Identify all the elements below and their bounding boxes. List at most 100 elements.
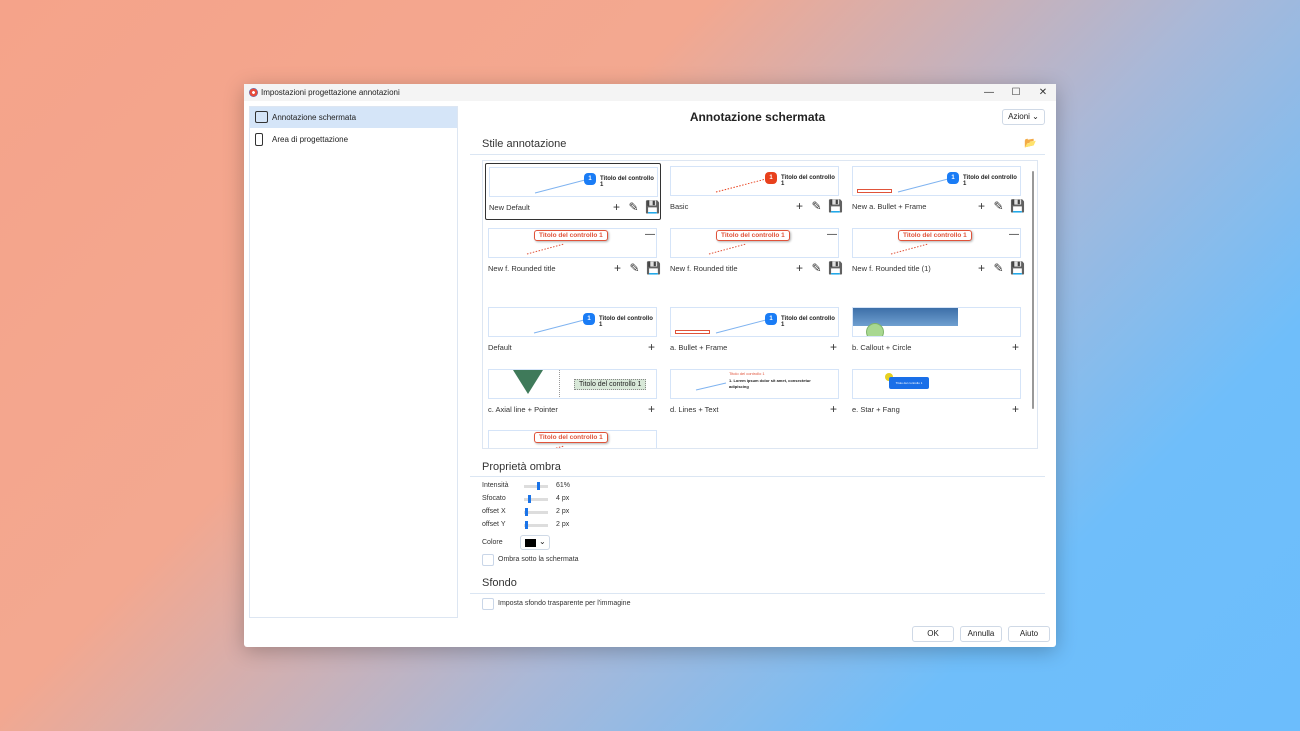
maximize-button[interactable]: ☐ (1011, 87, 1021, 98)
save-icon[interactable]: 💾 (828, 261, 843, 275)
add-icon[interactable]: + (977, 261, 985, 275)
color-picker[interactable]: ⌄ (520, 535, 550, 550)
shadow-slider[interactable] (524, 482, 548, 490)
slider-thumb[interactable] (536, 482, 540, 490)
save-icon[interactable]: 💾 (1010, 261, 1025, 275)
add-icon[interactable]: + (795, 199, 803, 213)
card-actions: + ✎ 💾 (794, 261, 843, 275)
ok-button[interactable]: OK (912, 626, 954, 642)
slider-thumb[interactable] (525, 521, 529, 529)
style-card[interactable]: 1 Titolo del controllo 1 New a. Bullet + F… (849, 163, 1025, 220)
style-card[interactable]: Titolo del controllo 1 1. Lorem ipsum dol… (667, 366, 843, 423)
edit-icon[interactable]: ✎ (628, 200, 639, 214)
style-label: New f. Rounded title (670, 264, 738, 273)
save-icon[interactable]: 💾 (646, 261, 661, 275)
slider-thumb[interactable] (525, 508, 529, 516)
style-preview[interactable]: Titolo del controllo 1 (852, 228, 1021, 258)
screenshot-annotation-icon (255, 111, 268, 123)
add-icon[interactable]: + (829, 402, 837, 416)
style-preview[interactable]: 1 Titolo del controllo 1 (670, 166, 839, 196)
section-title-background: Sfondo (482, 577, 517, 589)
style-card[interactable]: 1 Titolo del controllo 1 New Default + ✎ 💾 (485, 163, 661, 220)
color-label: Colore (482, 539, 503, 546)
edit-icon[interactable]: ✎ (811, 261, 822, 275)
style-preview[interactable]: Titolo del controllo 1 1. Lorem ipsum dol… (670, 369, 839, 399)
card-actions: + (828, 340, 839, 354)
add-icon[interactable]: + (647, 340, 655, 354)
style-label: New a. Bullet + Frame (852, 202, 927, 211)
style-preview[interactable]: 1 Titolo del controllo 1 (670, 307, 839, 337)
sample-title: Titolo del controllo 1 (781, 316, 835, 328)
cancel-button[interactable]: Annulla (960, 626, 1002, 642)
connector-line (695, 382, 727, 391)
save-icon[interactable]: 💾 (828, 199, 843, 213)
close-button[interactable]: ✕ (1038, 87, 1048, 98)
transparent-background-checkbox[interactable] (482, 598, 494, 610)
add-icon[interactable]: + (829, 340, 837, 354)
edit-icon[interactable]: ✎ (629, 261, 640, 275)
style-preview[interactable]: Titolo del controllo 1 (488, 228, 657, 258)
ruler-icon (255, 133, 263, 146)
style-label: New Default (489, 203, 530, 212)
card-actions: + ✎ 💾 (612, 261, 661, 275)
slider-thumb[interactable] (528, 495, 532, 503)
style-card[interactable]: 1 Titolo del controllo 1 Basic + ✎ 💾 (667, 163, 843, 220)
shadow-under-checkbox[interactable] (482, 554, 494, 566)
edit-icon[interactable]: ✎ (811, 199, 822, 213)
style-card[interactable]: b. Callout + Circle + (849, 304, 1025, 361)
open-folder-icon[interactable]: 📂 (1024, 138, 1037, 149)
scrollbar[interactable] (1032, 171, 1034, 409)
style-preview[interactable]: Titolo del controllo 1 (488, 369, 657, 399)
style-preview[interactable]: 1 Titolo del controllo 1 (852, 166, 1021, 196)
add-icon[interactable]: + (612, 200, 620, 214)
save-icon[interactable]: 💾 (1010, 199, 1025, 213)
edit-icon[interactable]: ✎ (993, 261, 1004, 275)
add-icon[interactable]: + (613, 261, 621, 275)
style-preview[interactable]: 1 Titolo del controllo 1 (488, 307, 657, 337)
style-preview[interactable]: Titolo del controllo 1 (852, 369, 1021, 399)
minimize-button[interactable]: — (984, 87, 994, 98)
style-card[interactable]: Titolo del controllo 1 (485, 427, 661, 448)
style-preview[interactable]: 1 Titolo del controllo 1 (489, 167, 658, 197)
card-actions: + ✎ 💾 (611, 200, 660, 214)
sidebar-item-annotazione-schermata[interactable]: Annotazione schermata (250, 107, 457, 128)
style-preview[interactable] (852, 307, 1021, 337)
style-label: d. Lines + Text (670, 405, 719, 414)
shadow-slider[interactable] (524, 495, 548, 503)
actions-dropdown[interactable]: Azioni ⌄ (1002, 109, 1045, 125)
sidebar-item-area-progettazione[interactable]: Area di progettazione (250, 129, 457, 150)
title-bar: Impostazioni progettazione annotazioni —… (244, 84, 1056, 101)
help-button[interactable]: Aiuto (1008, 626, 1050, 642)
sample-title: Titolo del controllo 1 (781, 175, 835, 187)
add-icon[interactable]: + (1011, 402, 1019, 416)
style-card[interactable]: 1 Titolo del controllo 1 Default + (485, 304, 661, 361)
style-card[interactable]: Titolo del controllo 1 New f. Rounded tit… (485, 225, 661, 282)
style-card[interactable]: Titolo del controllo 1 New f. Rounded tit… (667, 225, 843, 282)
add-icon[interactable]: + (647, 402, 655, 416)
edit-icon[interactable]: ✎ (993, 199, 1004, 213)
save-icon[interactable]: 💾 (645, 200, 660, 214)
frame-mark (857, 189, 892, 193)
divider (470, 154, 1045, 155)
style-card[interactable]: Titolo del controllo 1 c. Axial line + Po… (485, 366, 661, 423)
shadow-slider[interactable] (524, 521, 548, 529)
style-preview[interactable]: Titolo del controllo 1 (488, 430, 657, 448)
style-card[interactable]: Titolo del controllo 1 e. Star + Fang + (849, 366, 1025, 423)
add-icon[interactable]: + (977, 199, 985, 213)
sidebar: Annotazione schermata Area di progettazi… (249, 106, 458, 618)
remove-icon[interactable]: — (827, 229, 837, 240)
style-card[interactable]: Titolo del controllo 1 New f. Rounded tit… (849, 225, 1025, 282)
add-icon[interactable]: + (795, 261, 803, 275)
style-card[interactable]: 1 Titolo del controllo 1 a. Bullet + Frame… (667, 304, 843, 361)
sample-title: Titolo del controllo 1 (963, 175, 1017, 187)
shadow-label: offset Y (482, 521, 506, 528)
style-preview[interactable]: Titolo del controllo 1 (670, 228, 839, 258)
remove-icon[interactable]: — (645, 229, 655, 240)
remove-icon[interactable]: — (1009, 229, 1019, 240)
callout-box (853, 308, 958, 326)
rounded-title: Titolo del controllo 1 (716, 230, 790, 241)
card-actions: + ✎ 💾 (794, 199, 843, 213)
shadow-slider[interactable] (524, 508, 548, 516)
add-icon[interactable]: + (1011, 340, 1019, 354)
section-title-style: Stile annotazione (482, 138, 567, 150)
